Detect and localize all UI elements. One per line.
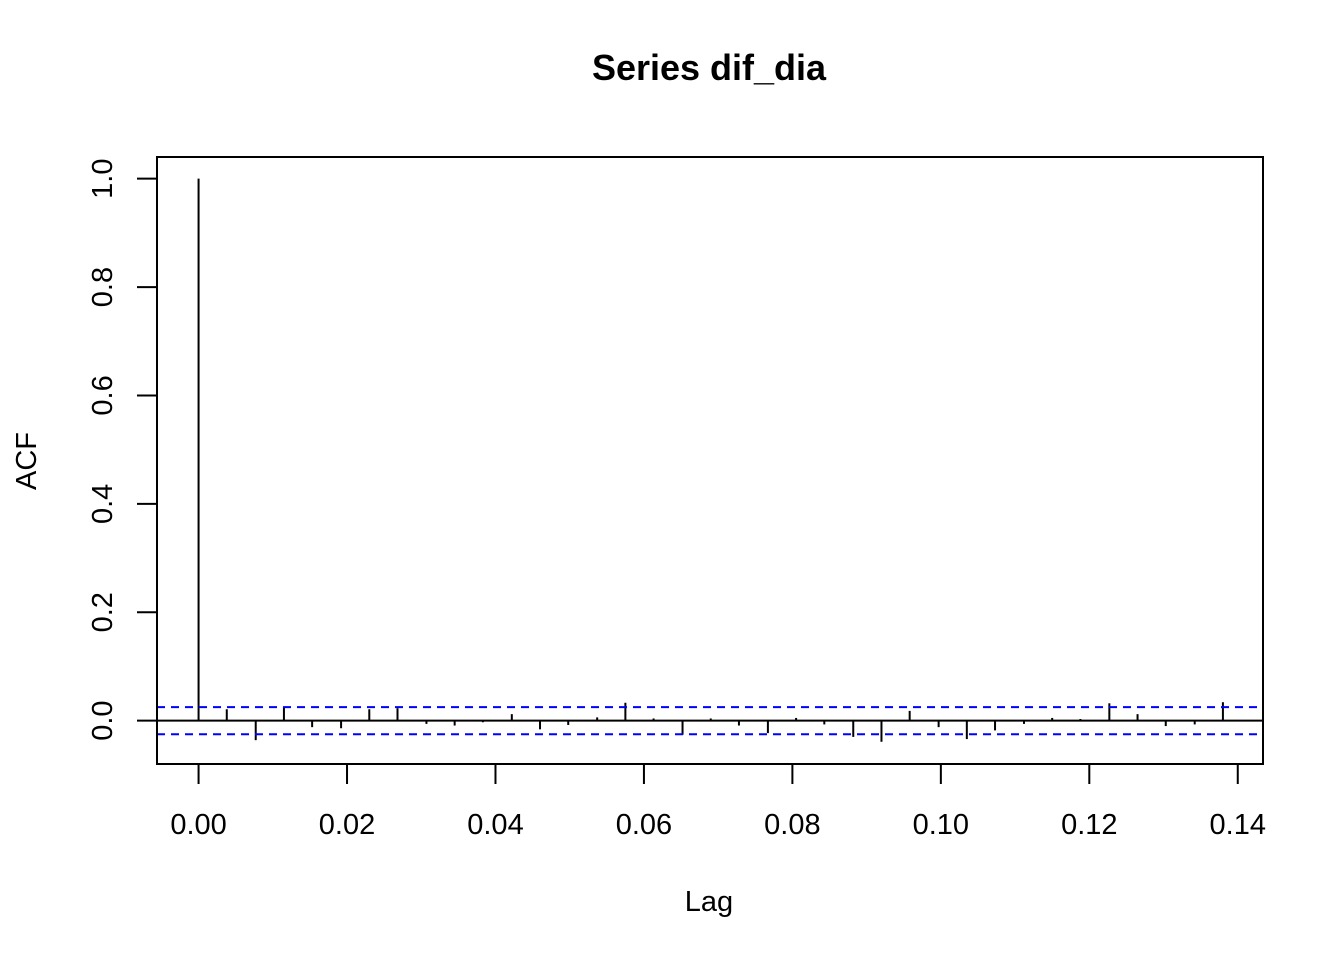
chart-title: Series dif_dia bbox=[592, 47, 827, 88]
y-tick-label-3: 0.6 bbox=[87, 375, 119, 415]
plot-frame bbox=[156, 156, 1264, 765]
x-tick-label-1: 0.02 bbox=[319, 809, 375, 841]
x-tick-label-5: 0.10 bbox=[913, 809, 969, 841]
acf-bars bbox=[197, 178, 1224, 742]
x-tick-label-3: 0.06 bbox=[616, 809, 672, 841]
y-tick-label-4: 0.8 bbox=[87, 267, 119, 307]
x-axis-label: Lag bbox=[685, 886, 733, 918]
plot-area bbox=[156, 156, 1264, 765]
y-tick-label-2: 0.4 bbox=[87, 484, 119, 524]
x-tick-label-7: 0.14 bbox=[1210, 809, 1266, 841]
y-axis: 0.0 0.2 0.4 0.6 0.8 1.0 bbox=[87, 159, 158, 741]
x-tick-label-4: 0.08 bbox=[764, 809, 820, 841]
x-tick-label-6: 0.12 bbox=[1061, 809, 1117, 841]
x-tick-label-2: 0.04 bbox=[467, 809, 523, 841]
x-axis: 0.00 0.02 0.04 0.06 0.08 0.10 0.12 0.14 bbox=[170, 763, 1266, 841]
y-tick-label-0: 0.0 bbox=[87, 700, 119, 740]
x-tick-label-0: 0.00 bbox=[170, 809, 226, 841]
y-axis-label: ACF bbox=[11, 432, 43, 490]
y-tick-label-1: 0.2 bbox=[87, 592, 119, 632]
y-tick-label-5: 1.0 bbox=[87, 159, 119, 199]
